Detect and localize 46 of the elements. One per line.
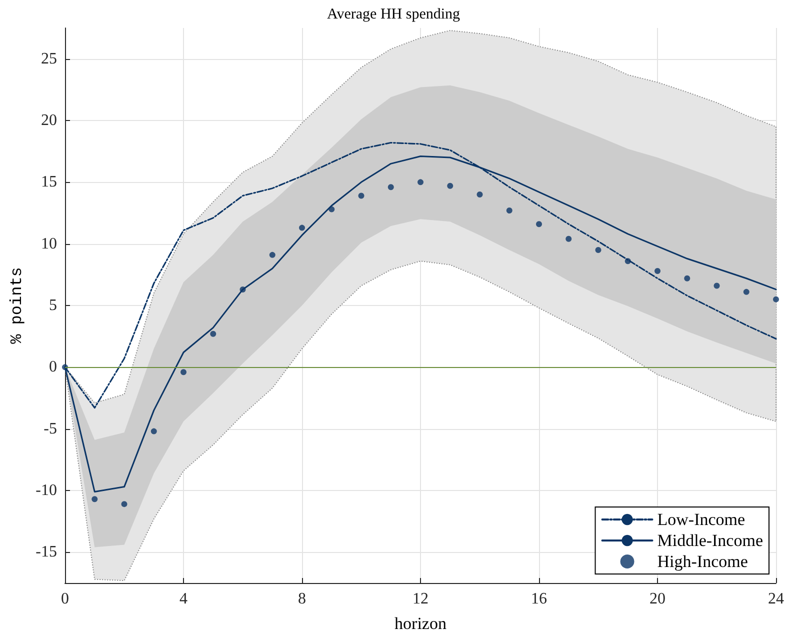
- point: [773, 296, 779, 302]
- point: [240, 286, 246, 292]
- x-axis-title: horizon: [394, 614, 447, 633]
- point: [447, 182, 454, 189]
- y-tick-label: 5: [49, 297, 57, 314]
- point: [92, 496, 98, 502]
- y-tick-label: -10: [36, 482, 57, 499]
- point: [388, 184, 394, 190]
- y-tick-label: 25: [41, 50, 57, 68]
- point: [654, 268, 660, 274]
- x-tick-label: 8: [298, 590, 306, 608]
- point: [328, 206, 335, 212]
- legend-label: Low-Income: [657, 510, 746, 529]
- x-tick-label: 16: [531, 590, 547, 608]
- y-tick-label: -15: [36, 544, 57, 561]
- point: [269, 252, 276, 258]
- point: [743, 288, 750, 295]
- point: [180, 369, 186, 376]
- point: [476, 192, 483, 198]
- point: [714, 282, 720, 289]
- y-tick-label: -5: [44, 420, 57, 438]
- y-axis-title: % points: [8, 267, 26, 344]
- point: [418, 179, 424, 186]
- point: [210, 330, 216, 337]
- point: [566, 236, 572, 242]
- x-tick-label: 0: [61, 590, 69, 608]
- y-tick-label: 10: [41, 235, 57, 252]
- y-tick-label: 0: [49, 358, 57, 376]
- point: [299, 224, 305, 231]
- legend-label: High-Income: [657, 552, 748, 571]
- point: [358, 192, 364, 199]
- x-tick-label: 20: [650, 590, 666, 608]
- legend-label: Middle-Income: [657, 531, 764, 550]
- point: [684, 275, 690, 282]
- point: [595, 247, 602, 253]
- point: [150, 428, 157, 434]
- x-tick-label: 24: [768, 590, 784, 608]
- point: [506, 208, 512, 214]
- y-tick-label: 20: [41, 112, 57, 129]
- chart-title: Average HH spending: [326, 6, 461, 22]
- y-tick-label: 15: [41, 174, 57, 191]
- point: [121, 501, 128, 508]
- x-tick-label: 4: [180, 590, 188, 608]
- x-tick-label: 12: [412, 590, 428, 608]
- point: [536, 221, 542, 228]
- point: [624, 258, 631, 264]
